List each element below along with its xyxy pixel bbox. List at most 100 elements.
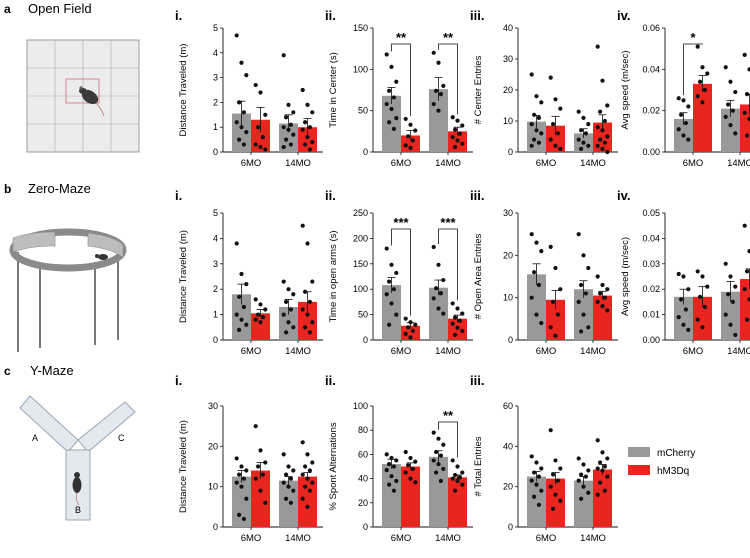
data-point [453, 144, 458, 150]
data-point [548, 325, 553, 330]
data-point [410, 138, 415, 143]
arm-label-c: C [118, 433, 125, 443]
data-point [310, 139, 315, 145]
data-point [605, 456, 610, 461]
data-point [723, 114, 728, 119]
panel-title-y-maze: Y-Maze [30, 363, 74, 378]
data-point [534, 240, 539, 245]
data-point [598, 291, 603, 296]
data-point [384, 246, 389, 251]
data-point [551, 122, 556, 127]
chart-number: ii. [325, 373, 336, 388]
data-point [595, 299, 600, 304]
y-tick-label: 100 [353, 401, 368, 411]
data-point [436, 436, 441, 441]
bar-mcherry-6mo [382, 95, 401, 152]
data-point [307, 488, 312, 493]
data-point [406, 463, 411, 468]
data-point [695, 269, 700, 274]
data-point [460, 311, 465, 316]
data-point [288, 142, 293, 147]
data-point [291, 468, 296, 473]
data-point [455, 325, 460, 330]
data-point [310, 460, 315, 465]
legend-swatch-hm3dq [628, 465, 650, 475]
data-point [695, 317, 700, 322]
data-point [747, 249, 750, 254]
data-point [728, 322, 733, 327]
y-tick-label: 2 [213, 97, 218, 107]
bar-hm3dq-14mo [740, 279, 750, 340]
data-point [683, 120, 689, 126]
data-point [234, 480, 239, 485]
data-point [410, 466, 415, 472]
data-point [310, 110, 315, 115]
y-tick-label: 1 [213, 122, 218, 132]
data-point [558, 106, 563, 111]
data-point [536, 140, 542, 145]
bar-mcherry-14mo [279, 123, 298, 152]
category-label: 6MO [391, 346, 412, 357]
bar-mcherry-14mo [721, 108, 740, 152]
bar-hm3dq-14mo [740, 104, 750, 152]
data-point [576, 456, 581, 461]
data-point [307, 147, 312, 152]
data-point [256, 125, 261, 130]
y-tick-label: 4 [213, 48, 218, 58]
data-point [394, 79, 399, 84]
data-point [450, 458, 455, 463]
data-point [600, 304, 605, 309]
data-point [387, 482, 392, 487]
data-point [676, 127, 681, 132]
data-point [253, 142, 258, 147]
data-point [700, 325, 705, 330]
data-point [742, 287, 747, 292]
data-point [281, 452, 286, 457]
category-label: 14MO [727, 346, 750, 357]
chart-c-ii: ii. 0 20 40 60 80 100 % Spont Alternations 6MO 14… [325, 373, 473, 544]
data-point [598, 480, 603, 485]
data-point [536, 502, 542, 507]
y-tick-label: 0.00 [642, 335, 660, 345]
y-tick-label: 0 [508, 147, 513, 157]
data-point [529, 454, 534, 459]
data-point [303, 289, 308, 294]
data-point [681, 322, 686, 327]
y-tick-label: 0.01 [642, 310, 660, 320]
data-point [539, 488, 544, 493]
data-point [733, 284, 738, 289]
data-point [529, 295, 534, 300]
data-point [695, 44, 700, 49]
data-point [436, 108, 441, 113]
data-point [532, 137, 537, 142]
data-point [256, 464, 261, 469]
category-label: 6MO [391, 158, 412, 169]
category-label: 14MO [580, 346, 606, 357]
category-label: 14MO [580, 158, 606, 169]
data-point [534, 482, 539, 487]
data-point [553, 458, 558, 463]
data-point [258, 488, 263, 493]
row-c-header: c Y-Maze [4, 363, 74, 378]
data-point [605, 149, 610, 155]
data-point [742, 52, 747, 57]
significance-label: ** [443, 408, 454, 423]
data-point [260, 472, 265, 477]
data-point [450, 321, 455, 326]
y-axis-label: # Total Entries [473, 436, 484, 496]
bar-hm3dq-6mo [546, 125, 565, 152]
data-point [389, 262, 394, 267]
y-tick-label: 0.00 [642, 147, 660, 157]
data-point [539, 131, 544, 136]
data-point [438, 291, 443, 296]
data-point [244, 282, 249, 287]
data-point [300, 87, 305, 93]
data-point [410, 328, 415, 333]
arm-label-a: A [32, 433, 38, 443]
data-point [558, 498, 563, 503]
data-point [726, 102, 731, 107]
data-point [239, 60, 244, 65]
data-point [455, 478, 460, 484]
panel-label-a: a [4, 2, 11, 16]
data-point [307, 468, 312, 473]
